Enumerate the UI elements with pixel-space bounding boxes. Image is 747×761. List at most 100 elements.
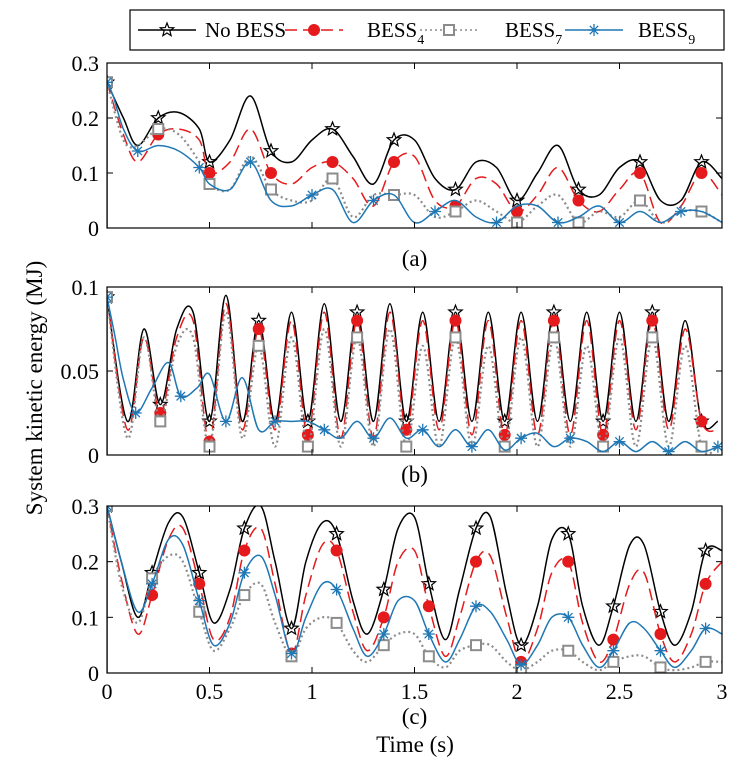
data-point — [711, 440, 722, 453]
data-point — [693, 153, 710, 170]
data-point — [467, 519, 485, 536]
data-point — [695, 415, 708, 428]
series-line-bess4 — [107, 506, 722, 663]
data-point — [238, 589, 251, 602]
series-line-no-bess — [107, 81, 722, 207]
data-point — [695, 167, 708, 179]
data-point — [244, 156, 257, 168]
data-point — [306, 189, 318, 201]
panel-1: 0 0.1 0.2 0.3 (a) — [72, 51, 723, 271]
data-point — [285, 647, 298, 660]
data-point — [634, 194, 646, 207]
series-line-no-bess — [107, 294, 719, 430]
series-bess7-p1 — [107, 76, 722, 228]
data-point — [470, 600, 482, 613]
data-point — [146, 577, 159, 590]
series-line-bess9 — [107, 296, 719, 453]
series-bess9-p2 — [107, 291, 722, 455]
series-bess4-p3 — [107, 506, 722, 673]
x-tick-label: 1 — [307, 679, 318, 704]
data-point — [646, 331, 659, 344]
data-point — [654, 644, 667, 657]
panel-title: (b) — [401, 462, 428, 487]
legend-item-bess7: BESS7 — [420, 18, 562, 48]
data-point — [238, 544, 251, 557]
data-point — [149, 109, 167, 126]
data-point — [330, 583, 343, 596]
y-tick-label: 0.2 — [72, 550, 100, 575]
data-point — [129, 407, 142, 419]
series-bess7-p2 — [107, 291, 719, 455]
x-tick-label: 0.5 — [196, 679, 224, 704]
series-no-bess-p1 — [107, 73, 722, 228]
legend-item-no-bess: No BESS — [138, 18, 286, 42]
data-point — [377, 639, 390, 652]
data-point — [547, 331, 560, 344]
data-point — [262, 142, 280, 159]
data-point — [174, 390, 187, 403]
legend-marker-bess7 — [443, 24, 455, 36]
data-point — [490, 216, 503, 228]
x-tick-label: 3 — [717, 679, 728, 704]
y-tick-label: 0.1 — [72, 161, 100, 186]
y-axis-label: System kinetic energy (MJ) — [22, 261, 47, 515]
data-point — [564, 432, 577, 445]
legend-label-bess4: BESS4 — [367, 18, 424, 48]
data-point — [193, 594, 206, 607]
legend-item-bess4: BESS4 — [285, 18, 424, 48]
data-point — [552, 216, 564, 228]
data-point — [515, 432, 528, 445]
data-point — [416, 423, 429, 436]
data-point — [447, 180, 464, 197]
panel-2: 0 0.05 0.1 (b) — [61, 275, 723, 487]
series-bess7-p3 — [107, 506, 722, 673]
data-point — [265, 167, 277, 179]
x-tick-label: 0 — [102, 679, 113, 704]
data-point — [605, 597, 622, 614]
x-tick-label: 2 — [512, 679, 523, 704]
y-tick-label: 0.05 — [61, 359, 100, 384]
data-point — [193, 605, 206, 618]
data-point — [634, 167, 646, 179]
data-point — [299, 412, 317, 429]
y-tick-label: 0.3 — [72, 494, 100, 519]
chart-panels: 0 0.1 0.2 0.3 (a) 0 0.05 0.1 (b) 0 0.1 0.2 0.3 0 0.5 1 1… — [61, 51, 728, 729]
panel-title: (c) — [402, 704, 428, 729]
legend-label-bess7: BESS7 — [505, 18, 562, 48]
data-point — [498, 428, 511, 441]
legend: No BESS BESS4 BESS7 BESS9 — [129, 9, 725, 51]
data-point — [265, 183, 277, 196]
data-point — [572, 194, 585, 207]
panel-3: 0 0.1 0.2 0.3 0 0.5 1 1.5 2 2.5 3 (c) — [72, 494, 728, 729]
data-point — [470, 639, 482, 652]
data-point — [470, 555, 482, 568]
data-point — [203, 167, 216, 179]
series-line-bess4 — [107, 82, 722, 225]
data-point — [131, 145, 144, 157]
data-point — [562, 611, 575, 624]
data-point — [152, 123, 165, 135]
data-point — [252, 323, 265, 335]
data-point — [301, 440, 314, 453]
series-bess4-p1 — [107, 76, 722, 228]
data-point — [465, 440, 478, 453]
data-point — [654, 628, 667, 641]
data-point — [429, 205, 441, 218]
y-tick-label: 0.1 — [72, 275, 100, 300]
legend-marker-bess4 — [308, 24, 320, 36]
data-point — [219, 415, 232, 428]
data-point — [560, 525, 577, 541]
data-point — [330, 616, 343, 629]
y-tick-label: 0 — [88, 661, 99, 686]
data-point — [385, 131, 403, 148]
axes-box — [106, 62, 723, 229]
data-point — [570, 180, 587, 197]
data-point — [328, 525, 345, 541]
data-point — [607, 644, 620, 657]
data-point — [351, 331, 364, 344]
data-point — [422, 600, 435, 613]
data-point — [498, 440, 511, 453]
series-line-bess7 — [107, 296, 719, 455]
y-tick-label: 0 — [88, 216, 99, 241]
